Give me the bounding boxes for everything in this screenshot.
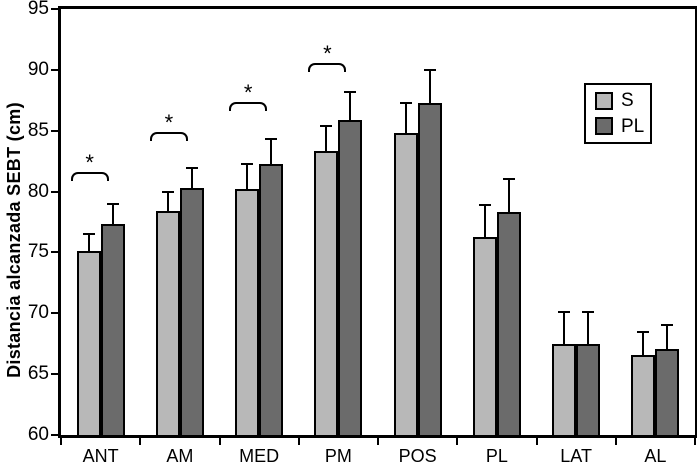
bar-pl-lat — [576, 343, 601, 435]
error-bar-cap-s-al — [637, 330, 650, 333]
x-axis-tick — [456, 438, 459, 445]
bar-s-ant — [76, 251, 101, 435]
x-axis-label: POS — [398, 446, 437, 466]
error-bar-s-pos — [404, 102, 407, 134]
error-bar-cap-pl-med — [265, 138, 278, 141]
error-bar-pl-am — [190, 168, 193, 188]
significance-bracket-am — [149, 131, 188, 141]
y-axis-tick-label: 85 — [27, 119, 49, 141]
error-bar-pl-al — [666, 325, 669, 349]
x-axis-tick — [614, 438, 617, 445]
legend-label-s: S — [621, 90, 634, 112]
bar-pl-al — [655, 348, 680, 435]
error-bar-cap-pl-ant — [106, 202, 119, 205]
x-axis-label: LAT — [560, 446, 592, 466]
error-bar-cap-pl-pos — [423, 68, 436, 71]
error-bar-cap-s-pos — [399, 101, 412, 104]
error-bar-pl-lat — [587, 312, 590, 344]
x-axis-tick — [694, 438, 696, 445]
x-axis-label: ANT — [82, 446, 119, 466]
legend-swatch-pl — [595, 117, 613, 136]
bar-s-pm — [314, 151, 339, 435]
y-axis-tick — [51, 190, 58, 193]
legend-entry-pl: PL — [595, 117, 650, 136]
bar-pl-pm — [338, 119, 363, 435]
bar-s-pos — [393, 133, 418, 435]
error-bar-cap-pl-pm — [344, 90, 357, 93]
x-axis-tick — [60, 438, 62, 445]
bar-pl-pos — [417, 102, 442, 435]
error-bar-pl-med — [270, 139, 273, 164]
error-bar-s-pl — [483, 204, 486, 237]
y-axis-tick-label: 70 — [27, 302, 49, 324]
bar-pl-ant — [100, 224, 125, 435]
x-axis-label: PL — [485, 446, 508, 466]
y-axis-tick — [51, 129, 58, 132]
significance-asterisk-am: * — [164, 109, 174, 135]
x-axis-tick — [535, 438, 538, 445]
legend-entry-s: S — [595, 91, 650, 110]
y-axis-tick — [51, 251, 58, 254]
error-bar-cap-s-med — [241, 162, 254, 165]
x-axis-label: AM — [166, 446, 194, 466]
error-bar-cap-pl-am — [185, 167, 198, 170]
x-axis-label: AL — [644, 446, 667, 466]
error-bar-s-ant — [87, 234, 90, 252]
significance-bracket-ant — [70, 172, 109, 182]
significance-asterisk-med: * — [243, 79, 253, 105]
y-axis-tick-label: 65 — [27, 363, 49, 385]
error-bar-pl-ant — [111, 203, 114, 225]
bar-s-med — [235, 189, 260, 435]
y-axis-tick — [51, 434, 58, 436]
bar-s-al — [631, 354, 656, 435]
legend-label-pl: PL — [621, 115, 645, 137]
y-axis-tick — [51, 312, 58, 315]
error-bar-cap-s-lat — [558, 311, 571, 314]
x-axis-tick — [377, 438, 379, 445]
significance-bracket-med — [229, 101, 268, 111]
bar-pl-med — [259, 163, 284, 435]
error-bar-cap-s-pl — [478, 203, 491, 206]
legend: S PL — [584, 83, 652, 144]
error-bar-pl-pm — [349, 91, 352, 120]
error-bar-s-med — [246, 163, 249, 190]
error-bar-cap-pl-lat — [582, 311, 595, 314]
bar-s-am — [155, 211, 180, 435]
x-axis-tick — [297, 438, 300, 445]
x-axis-tick — [218, 438, 221, 445]
error-bar-s-am — [166, 191, 169, 212]
y-axis-tick — [51, 8, 58, 10]
y-axis-tick-label: 80 — [27, 180, 49, 202]
y-axis-tick — [51, 68, 58, 71]
error-bar-cap-s-pm — [320, 124, 333, 127]
bar-s-lat — [552, 343, 577, 435]
error-bar-pl-pos — [428, 69, 431, 103]
y-axis-tick-label: 75 — [27, 241, 49, 263]
error-bar-pl-pl — [507, 179, 510, 213]
error-bar-cap-pl-al — [661, 324, 674, 327]
y-axis-tick-label: 60 — [27, 424, 49, 445]
legend-swatch-s — [595, 91, 613, 110]
error-bar-cap-s-am — [161, 190, 174, 193]
significance-asterisk-pm: * — [323, 40, 332, 66]
x-axis-label: PM — [324, 446, 352, 466]
x-axis-tick — [139, 438, 142, 445]
y-axis-tick-label: 90 — [27, 58, 49, 80]
bar-pl-am — [179, 187, 204, 435]
error-bar-cap-s-ant — [82, 233, 95, 236]
significance-bracket-pm — [308, 62, 347, 72]
x-axis-label: MED — [239, 446, 280, 466]
error-bar-s-pm — [325, 125, 328, 152]
y-axis-tick — [51, 373, 58, 376]
significance-asterisk-ant: * — [85, 150, 94, 176]
error-bar-s-lat — [563, 312, 566, 344]
error-bar-s-al — [642, 331, 645, 355]
error-bar-cap-pl-pl — [502, 178, 515, 181]
y-axis-tick-label: 95 — [27, 0, 49, 19]
bar-s-pl — [472, 236, 497, 435]
bar-pl-pl — [496, 212, 521, 435]
